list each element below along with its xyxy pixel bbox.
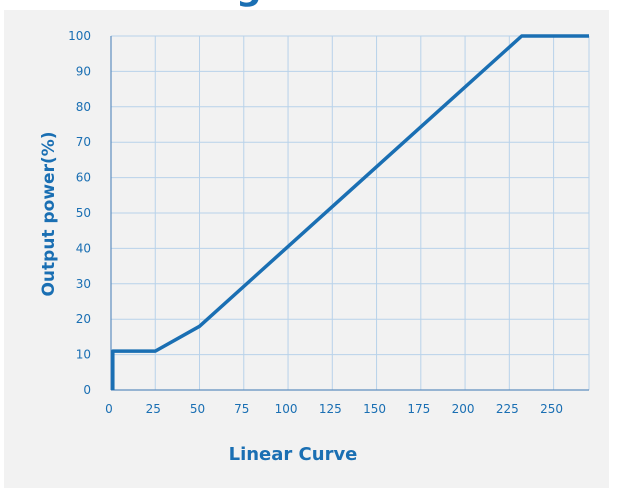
y-tick-label: 80 [76, 100, 91, 114]
x-tick-label: 75 [234, 402, 249, 416]
x-tick-label: 150 [363, 402, 386, 416]
y-gridlines [111, 35, 589, 356]
x-tick-label: 250 [540, 402, 563, 416]
series-layer [111, 34, 589, 390]
x-tick-label: 50 [190, 402, 205, 416]
cropped-title-fragment: g [236, 0, 356, 10]
chart-panel [4, 10, 609, 488]
x-tick-label: 125 [319, 402, 342, 416]
y-tick-label: 30 [76, 277, 91, 291]
x-tick-label: 100 [275, 402, 298, 416]
y-tick-label: 40 [76, 241, 91, 255]
y-tick-label: 90 [76, 64, 91, 78]
axes [110, 36, 589, 391]
x-tick-label: 0 [105, 402, 113, 416]
x-tick-labels: 0 25 50 75 100 125 150 175 200 225 250 [105, 402, 563, 416]
y-tick-label: 70 [76, 135, 91, 149]
y-tick-labels: 0 10 20 30 40 50 60 70 80 90 100 [68, 29, 91, 397]
y-tick-label: 0 [83, 383, 91, 397]
y-axis-title: Output power(%) [39, 131, 59, 296]
x-tick-label: 225 [496, 402, 519, 416]
y-tick-label: 10 [76, 348, 91, 362]
y-tick-label: 60 [76, 171, 91, 185]
x-tick-label: 175 [407, 402, 430, 416]
x-tick-label: 25 [146, 402, 161, 416]
y-tick-label: 50 [76, 206, 91, 220]
x-axis-title: Linear Curve [229, 444, 358, 465]
y-tick-label: 20 [76, 312, 91, 326]
cropped-title-glyph: g [236, 0, 356, 6]
series-line [111, 34, 589, 390]
y-tick-label: 100 [68, 29, 91, 43]
x-tick-label: 200 [452, 402, 475, 416]
